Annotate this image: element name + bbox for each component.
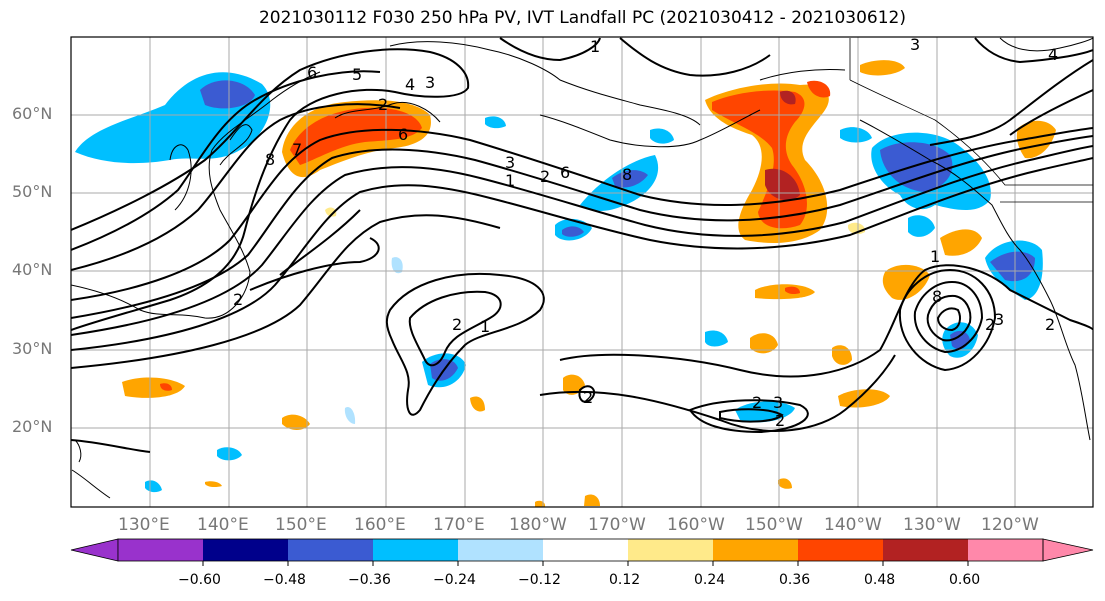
contour-label: 6 bbox=[307, 63, 317, 82]
colorbar-bin bbox=[203, 539, 288, 561]
lat-label: 40°N bbox=[12, 260, 53, 279]
colorbar-bin bbox=[458, 539, 543, 561]
colorbar-tick-label: 0.48 bbox=[864, 572, 896, 588]
colorbar-extend-low bbox=[70, 538, 119, 562]
contour-label: 2 bbox=[378, 95, 388, 114]
colorbar-bin bbox=[798, 539, 883, 561]
colorbar-bin bbox=[543, 539, 628, 561]
lon-label: 150°E bbox=[275, 515, 327, 535]
contour-label: 2 bbox=[540, 167, 550, 186]
contour-label: 4 bbox=[1048, 45, 1058, 64]
contour-labels: 1 3 6 5 4 3 2 6 8 7 2 3 1 2 6 8 2 1 2 2 … bbox=[233, 35, 1058, 430]
contour-label: 2 bbox=[452, 315, 462, 334]
colorbar-tick-label: −0.48 bbox=[263, 572, 306, 588]
contour-label: 2 bbox=[233, 290, 243, 309]
contour-label: 3 bbox=[994, 310, 1004, 329]
lon-label: 150°W bbox=[745, 515, 803, 535]
lon-label: 140°E bbox=[197, 515, 249, 535]
lat-label: 30°N bbox=[12, 339, 53, 358]
colorbar-bin bbox=[288, 539, 373, 561]
lon-label: 130°W bbox=[903, 515, 961, 535]
contour-label: 1 bbox=[590, 37, 600, 56]
contour-label: 3 bbox=[773, 393, 783, 412]
contour-label: 2 bbox=[752, 393, 762, 412]
lon-label: 160°W bbox=[667, 515, 725, 535]
colorbar bbox=[70, 538, 1094, 566]
contour-label: 1 bbox=[480, 317, 490, 336]
colorbar-bin bbox=[373, 539, 458, 561]
ivt-contours bbox=[71, 37, 1093, 453]
contour-label: 5 bbox=[352, 65, 362, 84]
colorbar-tick-label: −0.12 bbox=[518, 572, 561, 588]
contour-label: 8 bbox=[265, 150, 275, 169]
lon-label: 130°E bbox=[118, 515, 170, 535]
lon-label: 140°W bbox=[824, 515, 882, 535]
contour-label: 2 bbox=[1045, 315, 1055, 334]
contour-label: 7 bbox=[292, 140, 302, 159]
contour-label: 6 bbox=[398, 125, 408, 144]
lat-label: 20°N bbox=[12, 417, 53, 436]
colorbar-tick-label: 0.24 bbox=[694, 572, 726, 588]
contour-label: 8 bbox=[932, 287, 942, 306]
colorbar-bin bbox=[713, 539, 798, 561]
chart-title: 2021030112 F030 250 hPa PV, IVT Landfall… bbox=[258, 8, 906, 28]
colorbar-bin bbox=[883, 539, 968, 561]
contour-label: 1 bbox=[505, 171, 515, 190]
colorbar-tick-label: 0.12 bbox=[609, 572, 641, 588]
lon-label: 160°E bbox=[354, 515, 406, 535]
colorbar-tick-label: 0.36 bbox=[779, 572, 811, 588]
lon-label: 180°W bbox=[509, 515, 567, 535]
contour-label: 6 bbox=[560, 163, 570, 182]
map-frame bbox=[70, 36, 1094, 508]
colorbar-tick-label: −0.60 bbox=[178, 572, 221, 588]
colorbar-bin bbox=[628, 539, 713, 561]
contour-label: 8 bbox=[622, 165, 632, 184]
lon-label: 120°W bbox=[981, 515, 1039, 535]
contour-label: 2 bbox=[775, 411, 785, 430]
contour-label: 1 bbox=[930, 247, 940, 266]
contour-label: 2 bbox=[985, 315, 995, 334]
colorbar-tick-label: −0.24 bbox=[433, 572, 476, 588]
lat-label: 50°N bbox=[12, 182, 53, 201]
contour-label: 3 bbox=[505, 153, 515, 172]
colorbar-bin bbox=[118, 539, 203, 561]
contour-label: 4 bbox=[405, 75, 415, 94]
negative-anomaly-shading bbox=[75, 72, 1043, 493]
contour-label: 2 bbox=[583, 388, 593, 407]
colorbar-tick-label: −0.36 bbox=[348, 572, 391, 588]
lon-label: 170°W bbox=[588, 515, 646, 535]
lon-label: 170°E bbox=[433, 515, 485, 535]
lat-label: 60°N bbox=[12, 104, 53, 123]
contour-label: 3 bbox=[910, 35, 920, 54]
coastlines bbox=[71, 37, 1093, 499]
positive-anomaly-shading bbox=[122, 60, 1056, 507]
colorbar-tick-label: 0.60 bbox=[949, 572, 981, 588]
colorbar-extend-high bbox=[1042, 538, 1094, 562]
colorbar-bin bbox=[968, 539, 1043, 561]
contour-label: 3 bbox=[425, 73, 435, 92]
